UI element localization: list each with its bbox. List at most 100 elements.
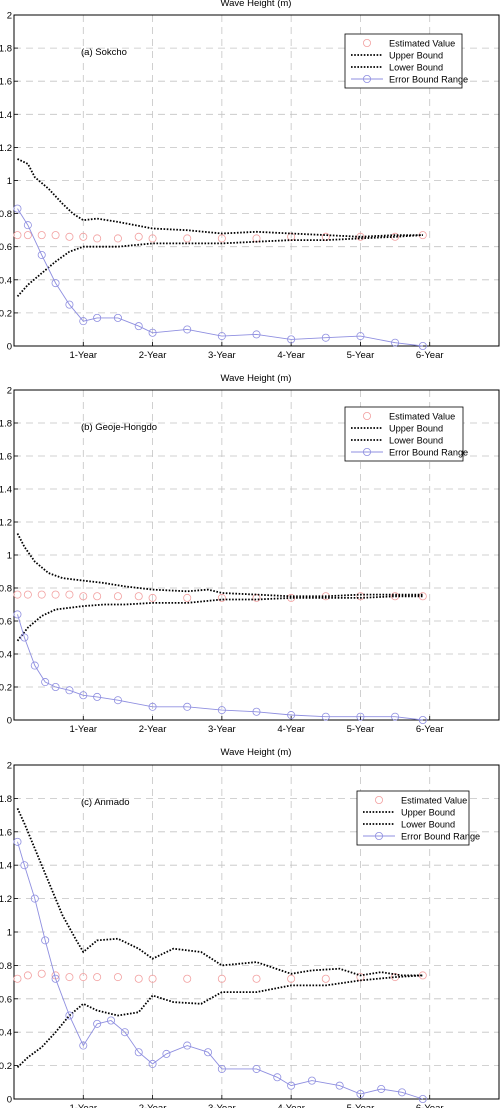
data-point (13, 974, 22, 983)
series-line (17, 208, 423, 347)
x-tick-label: 5-Year (347, 1103, 375, 1108)
data-point (134, 1048, 143, 1057)
y-tick-label: 0.4 (0, 1028, 12, 1039)
x-tick-label: 4-Year (277, 724, 305, 735)
x-tick-label: 5-Year (347, 724, 375, 735)
series-lower-bound (16, 234, 423, 298)
data-point (148, 702, 157, 711)
data-point (65, 300, 74, 309)
series-error-bound-range (13, 204, 427, 350)
y-tick-label: 0.6 (0, 617, 12, 628)
legend-label: Error Bound Range (389, 447, 468, 457)
data-point (162, 1049, 171, 1058)
data-point (418, 716, 427, 725)
y-tick-label: 1 (7, 928, 12, 939)
legend-label: Lower Bound (401, 819, 455, 829)
data-point (148, 593, 157, 602)
data-point (37, 969, 46, 978)
data-point (134, 974, 143, 983)
y-tick-label: 1 (7, 176, 12, 187)
data-point (113, 313, 122, 322)
data-point (113, 234, 122, 243)
panel-label: (a) Sokcho (81, 47, 127, 58)
data-point (356, 332, 365, 341)
y-tick-label: 0.6 (0, 242, 12, 253)
x-tick-label: 3-Year (208, 724, 236, 735)
x-tick-label: 1-Year (69, 1103, 97, 1108)
series-estimated-value (13, 969, 427, 983)
data-point (252, 330, 261, 339)
data-point (113, 696, 122, 705)
data-point (65, 1011, 74, 1020)
legend-marker (362, 447, 371, 456)
data-point (321, 333, 330, 342)
data-point (65, 590, 74, 599)
data-point (203, 1048, 212, 1057)
data-point (79, 973, 88, 982)
data-point (23, 971, 32, 980)
y-tick-label: 2 (7, 11, 12, 22)
legend: Estimated Value Upper Bound Lower Bound Err… (344, 406, 468, 462)
chart-panel-1: 0 0.2 0.4 0.6 0.8 1 1.2 1.4 1.6 1.8 2 1-Year 2-Year 3… (0, 0, 500, 361)
series-estimated-value (13, 231, 427, 243)
x-tick-label: 6-Year (416, 724, 444, 735)
y-tick-label: 0 (7, 342, 12, 353)
chart-title: Wave Height (m) (221, 0, 292, 9)
series-line (16, 595, 423, 642)
data-point (134, 232, 143, 241)
data-point (217, 234, 226, 243)
x-tick-label: 4-Year (277, 350, 305, 361)
data-point (418, 341, 427, 350)
y-tick-label: 1.4 (0, 110, 12, 121)
data-point (51, 683, 60, 692)
x-tick-label: 3-Year (208, 1103, 236, 1108)
y-tick-label: 0.4 (0, 275, 12, 286)
legend-marker (374, 796, 383, 805)
legend-label: Upper Bound (389, 50, 443, 60)
series-lower-bound (16, 595, 423, 642)
legend-label: Error Bound Range (389, 74, 468, 84)
panel-label: (c) Anmado (81, 797, 130, 808)
legend-label: Upper Bound (389, 423, 443, 433)
data-point (148, 974, 157, 983)
data-point (41, 936, 50, 945)
data-point (287, 335, 296, 344)
data-point (287, 1081, 296, 1090)
legend-label: Estimated Value (401, 795, 467, 805)
data-point (113, 592, 122, 601)
x-tick-label: 2-Year (139, 350, 167, 361)
x-tick-label: 5-Year (347, 350, 375, 361)
y-tick-label: 1.4 (0, 485, 12, 496)
data-point (321, 974, 330, 983)
data-point (30, 894, 39, 903)
x-tick-label: 4-Year (277, 1103, 305, 1108)
data-point (148, 1059, 157, 1068)
data-point (307, 1076, 316, 1085)
x-tick-label: 2-Year (139, 1103, 167, 1108)
data-point (51, 279, 60, 288)
data-point (252, 593, 261, 602)
legend-label: Upper Bound (401, 807, 455, 817)
series-upper-bound (16, 533, 423, 598)
data-point (65, 686, 74, 695)
data-point (13, 204, 22, 213)
chart-panel-2: 0 0.2 0.4 0.6 0.8 1 1.2 1.4 1.6 1.8 2 1-Year 2-Year 3… (0, 373, 500, 735)
data-point (30, 661, 39, 670)
data-point (183, 325, 192, 334)
data-point (65, 232, 74, 241)
data-point (93, 692, 102, 701)
legend: Estimated Value Upper Bound Lower Bound Err… (344, 33, 468, 89)
data-point (113, 973, 122, 982)
data-point (41, 678, 50, 687)
data-point (20, 633, 29, 642)
data-point (183, 702, 192, 711)
data-point (397, 1088, 406, 1097)
series-line (17, 841, 423, 1100)
y-tick-label: 0.6 (0, 994, 12, 1005)
data-point (79, 1041, 88, 1050)
data-point (217, 1064, 226, 1073)
series-lower-bound (16, 974, 423, 1068)
data-point (391, 712, 400, 721)
data-point (93, 234, 102, 243)
